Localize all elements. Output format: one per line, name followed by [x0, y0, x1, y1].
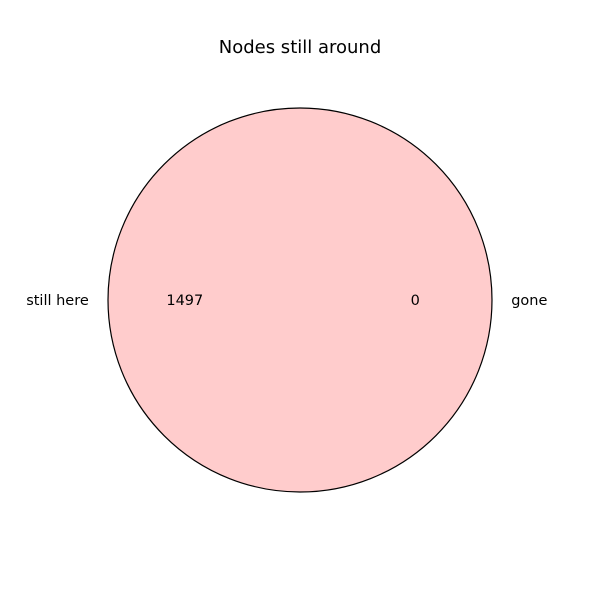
value-label-gone: 0 — [411, 293, 420, 309]
pie-slices — [107, 107, 493, 493]
slice-label-still-here: still here — [26, 293, 89, 309]
chart-title: Nodes still around — [219, 37, 382, 58]
pie-slice-still-here — [107, 107, 493, 493]
slice-label-gone: gone — [511, 293, 547, 309]
value-label-still-here: 1497 — [166, 293, 203, 309]
